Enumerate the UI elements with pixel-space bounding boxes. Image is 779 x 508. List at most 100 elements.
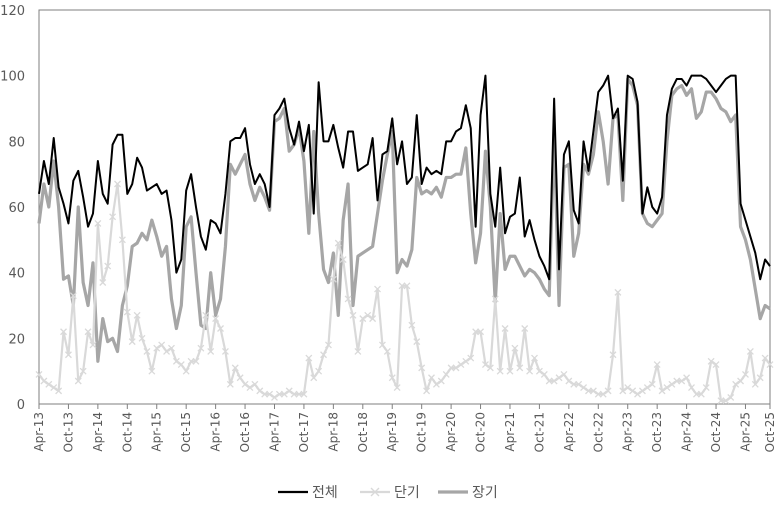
legend-label: 전체 (312, 485, 338, 501)
data-point-marker (742, 370, 749, 378)
x-tick-label: Oct-15 (179, 412, 193, 452)
data-point-marker (35, 370, 43, 378)
data-point-marker (118, 236, 126, 244)
x-tick-label: Oct-24 (709, 412, 723, 452)
data-point-marker (168, 344, 175, 352)
data-point-marker (521, 325, 529, 332)
data-point-marker (511, 344, 519, 352)
data-point-marker (560, 370, 568, 378)
data-point-marker (481, 361, 489, 369)
data-point-marker (555, 374, 563, 382)
data-point-marker (526, 367, 534, 375)
data-point-marker (531, 354, 538, 362)
data-point-marker (383, 348, 391, 355)
data-point-marker (604, 387, 612, 395)
data-point-marker (74, 377, 82, 385)
data-point-marker (501, 325, 509, 332)
x-axis-ticks: Apr-13 Oct-13 Apr-14 Oct-14 Apr-15 Oct-15 Apr-… (32, 404, 777, 452)
x-tick-label: Oct-14 (120, 412, 134, 452)
y-tick-label: 120 (0, 4, 25, 19)
data-point-marker (540, 370, 548, 378)
x-tick-label: Apr-15 (150, 412, 164, 452)
data-point-marker (565, 377, 573, 385)
data-point-marker (477, 328, 485, 336)
data-point-marker (364, 311, 372, 319)
x-tick-label: Oct-16 (238, 412, 252, 452)
data-point-marker (737, 377, 745, 385)
data-point-marker (462, 357, 470, 365)
data-point-marker (69, 292, 77, 300)
x-tick-label: Oct-22 (591, 412, 605, 452)
y-tick-label: 40 (8, 267, 25, 282)
data-point-marker (638, 387, 646, 395)
data-point-marker (300, 390, 308, 398)
data-point-marker (94, 219, 102, 227)
data-point-marker (182, 367, 190, 375)
data-point-marker (197, 344, 205, 352)
y-tick-label: 0 (17, 398, 25, 413)
data-point-marker (236, 374, 244, 382)
x-tick-label: Apr-24 (680, 412, 694, 452)
legend-marker (370, 487, 380, 497)
data-point-marker (575, 380, 583, 388)
data-point-marker (324, 341, 332, 349)
data-point-marker (158, 341, 166, 349)
data-point-marker (202, 311, 210, 319)
x-tick-label: Oct-20 (474, 412, 488, 452)
data-point-marker (329, 275, 337, 283)
data-point-marker (418, 364, 426, 372)
data-point-marker (413, 338, 421, 346)
x-tick-label: Apr-21 (503, 412, 517, 452)
data-point-marker (668, 380, 676, 388)
data-point-marker (683, 374, 691, 382)
data-point-marker (423, 387, 431, 395)
data-point-marker (349, 311, 357, 319)
data-point-marker (251, 380, 259, 388)
data-point-marker (50, 384, 58, 392)
x-tick-label: Apr-13 (32, 412, 46, 452)
x-tick-label: Oct-13 (61, 412, 75, 452)
data-point-marker (648, 380, 656, 388)
data-point-marker (226, 380, 234, 388)
data-point-marker (457, 361, 465, 369)
data-point-marker (266, 390, 274, 398)
data-point-marker (256, 387, 264, 395)
x-tick-label: Apr-22 (562, 412, 576, 452)
data-point-marker (712, 361, 720, 369)
legend-label: 단기 (394, 485, 420, 501)
data-point-marker (496, 367, 504, 375)
y-axis-ticks: 0 20 40 60 80 100 120 (0, 4, 25, 413)
data-point-marker (60, 328, 67, 336)
data-point-marker (192, 357, 200, 365)
x-tick-label: Apr-18 (326, 412, 340, 452)
data-point-marker (104, 262, 112, 270)
data-point-marker (40, 377, 48, 385)
x-tick-label: Oct-21 (532, 412, 546, 452)
data-point-marker (84, 328, 92, 336)
x-tick-label: Oct-19 (415, 412, 429, 452)
x-tick-label: Apr-17 (267, 412, 281, 452)
x-tick-label: Oct-25 (763, 412, 777, 452)
data-point-marker (486, 364, 494, 372)
data-point-marker (746, 348, 754, 355)
data-point-marker (761, 354, 769, 362)
data-point-marker (148, 367, 156, 375)
data-point-marker (766, 361, 774, 369)
data-point-marker (369, 315, 377, 323)
data-point-marker (506, 367, 514, 375)
data-point-marker (452, 364, 460, 372)
data-point-marker (609, 351, 617, 359)
data-point-marker (619, 387, 627, 395)
data-point-marker (79, 367, 87, 375)
data-point-marker (442, 370, 450, 378)
data-point-marker (388, 374, 396, 382)
x-tick-label: Apr-25 (738, 412, 752, 452)
data-point-marker (643, 384, 651, 392)
data-point-marker (109, 213, 117, 221)
data-point-marker (722, 397, 730, 405)
data-point-marker (123, 308, 131, 316)
data-point-marker (271, 393, 278, 401)
x-tick-label: Apr-16 (209, 412, 223, 452)
data-point-marker (580, 384, 588, 392)
series-line (37, 77, 771, 363)
